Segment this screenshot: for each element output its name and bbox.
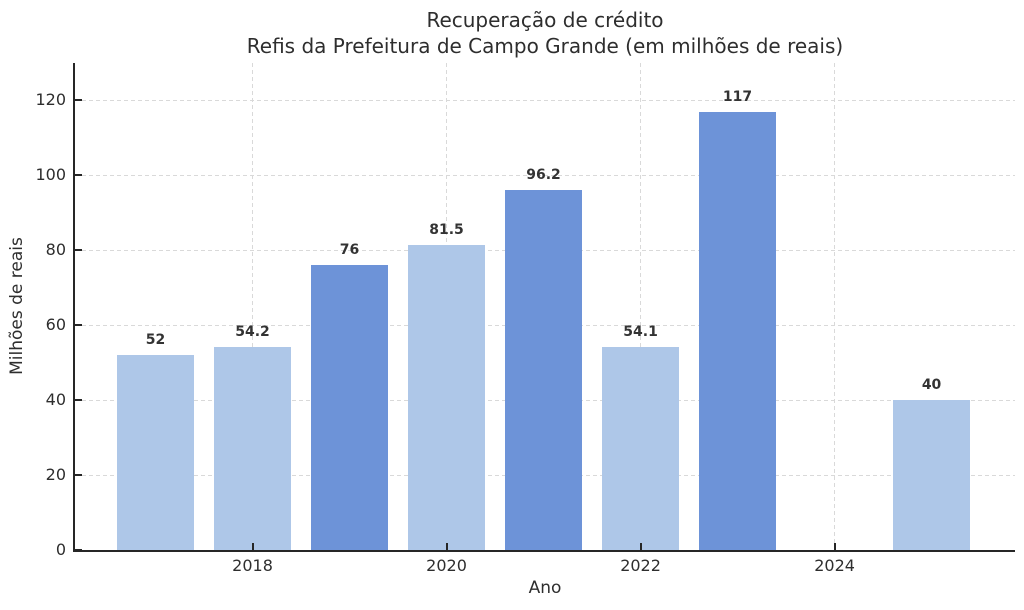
x-tick-mark [833,543,836,550]
y-tick-label: 40 [45,390,66,410]
x-tick-mark [639,543,642,550]
y-tick-mark [75,549,82,551]
bar-2017 [116,355,195,550]
plot-area: 52 54.2 76 81.5 96.2 54.1 117 40 [73,63,1015,552]
chart-title: Recuperação de crédito Refis da Prefeitu… [75,7,1015,59]
x-gridline [640,63,642,550]
x-tick-mark [251,543,254,550]
bar-2019 [310,265,389,550]
y-tick-label: 100 [35,165,66,185]
x-gridline [252,63,254,550]
y-tick-mark [75,174,82,177]
x-tick-label: 2020 [426,556,467,575]
y-gridline [75,100,1015,102]
x-tick-label: 2024 [814,556,855,575]
bar-2020 [407,244,486,550]
y-tick-mark [75,324,82,327]
bar-value-label: 81.5 [429,221,464,238]
bar-value-label: 54.1 [623,324,658,341]
x-gridline [834,63,836,550]
y-tick-mark [75,399,82,402]
y-tick-mark [75,249,82,252]
bar-value-label: 76 [339,242,360,259]
y-tick-label: 60 [45,315,66,335]
bar-value-label: 117 [722,88,753,105]
x-tick-label: 2018 [232,556,273,575]
bar-value-label: 40 [921,377,942,394]
bar-2023 [698,111,777,550]
chart-title-line1: Recuperação de crédito [426,8,664,32]
bar-value-label: 52 [145,332,166,349]
y-tick-label: 20 [45,465,66,485]
y-tick-label: 0 [55,540,66,559]
x-tick-label: 2022 [620,556,661,575]
x-axis-label: Ano [528,578,562,598]
y-tick-mark [75,99,82,102]
bar-2022 [601,347,680,550]
bar-2025 [892,400,971,550]
bar-value-label: 96.2 [526,166,561,183]
y-tick-label: 80 [45,240,66,260]
chart-title-line2: Refis da Prefeitura de Campo Grande (em … [246,34,844,58]
y-tick-label: 120 [35,90,66,110]
bar-2021 [504,189,583,550]
y-tick-mark [75,474,82,477]
y-gridline [75,175,1015,177]
x-tick-mark [445,543,448,550]
bar-value-label: 54.2 [235,323,270,340]
bar-2018 [213,346,292,550]
